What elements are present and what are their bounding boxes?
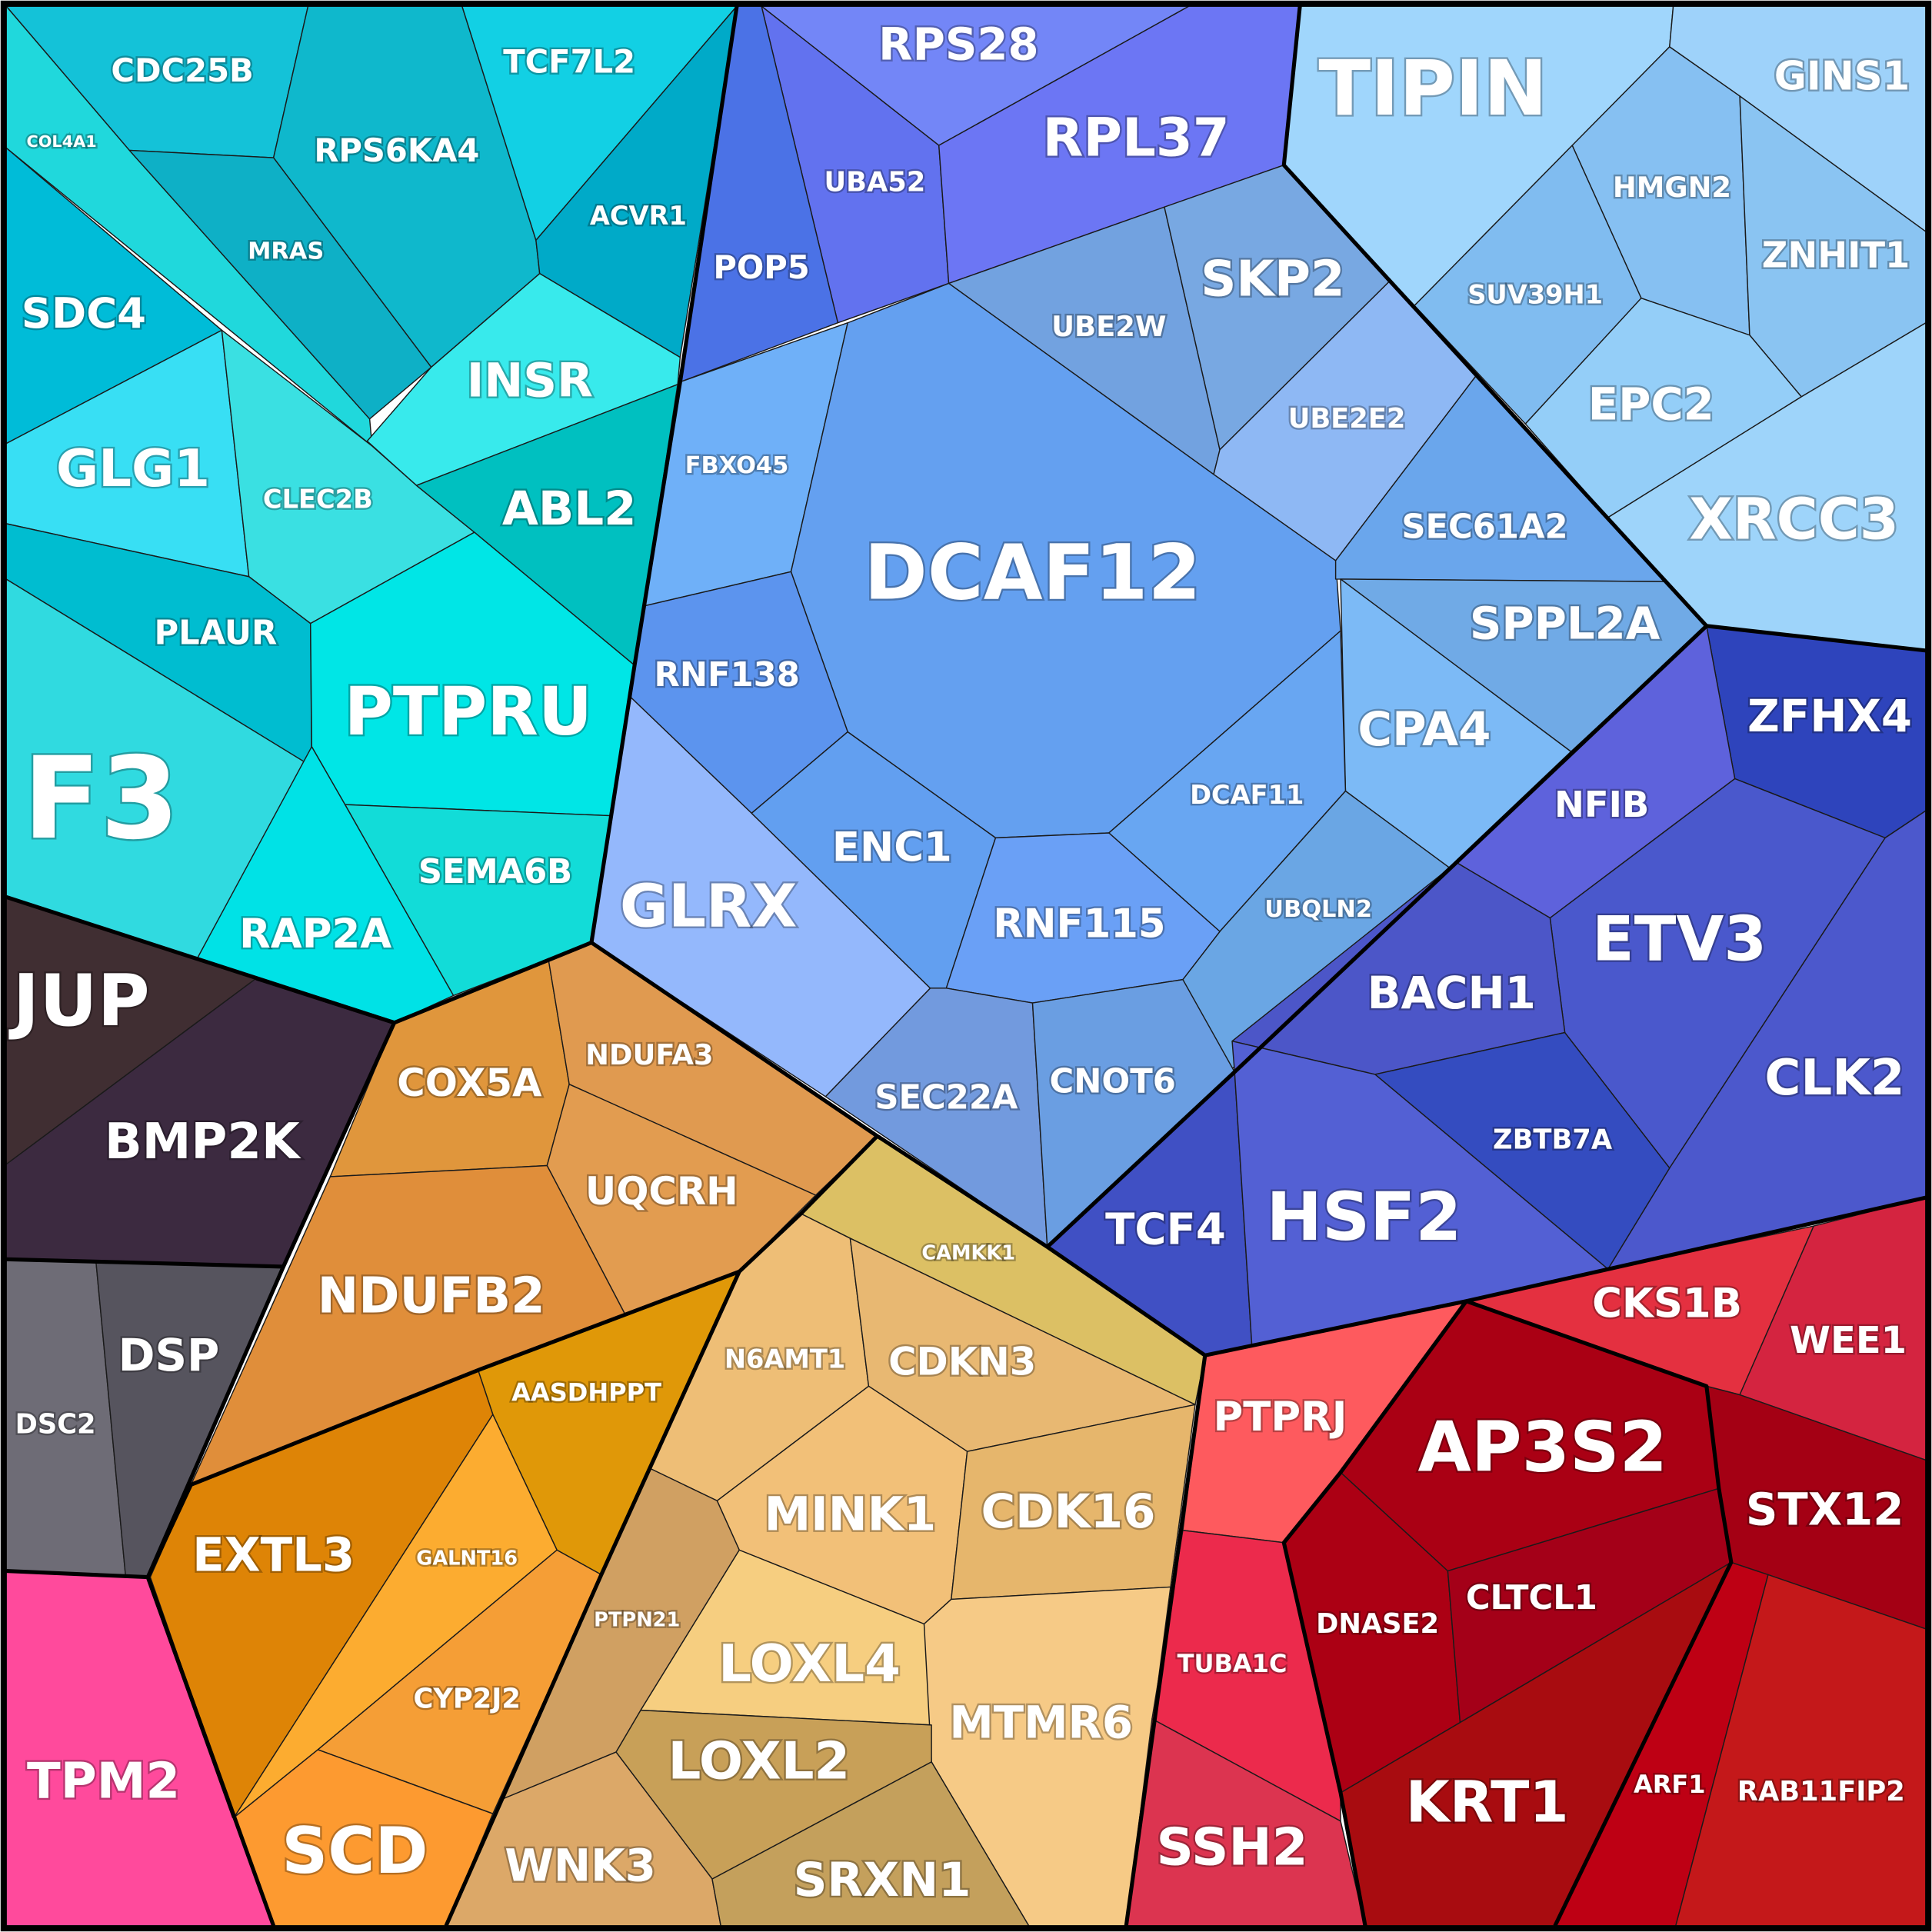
cell-label-tcf4: TCF4 xyxy=(1105,1204,1226,1254)
cell-label-cks1b: CKS1B xyxy=(1592,1280,1742,1327)
cell-label-ube2e2: UBE2E2 xyxy=(1288,403,1406,435)
cell-label-dsc2: DSC2 xyxy=(15,1408,96,1440)
cell-label-sppl2a: SPPL2A xyxy=(1470,598,1661,650)
cell-label-col4a1: COL4A1 xyxy=(26,132,96,151)
cell-label-ssh2: SSH2 xyxy=(1157,1817,1308,1877)
cell-label-srxn1: SRXN1 xyxy=(794,1853,971,1907)
cell-label-xrcc3: XRCC3 xyxy=(1689,488,1899,553)
cell-label-f3: F3 xyxy=(23,732,179,864)
cell-label-extl3: EXTL3 xyxy=(192,1527,355,1582)
cell-label-cdk16: CDK16 xyxy=(981,1484,1155,1539)
cell-label-loxl2: LOXL2 xyxy=(668,1730,850,1790)
cell-label-aasdhppt: AASDHPPT xyxy=(511,1377,661,1407)
cell-label-glg1: GLG1 xyxy=(56,438,210,498)
group-border xyxy=(1465,1299,1734,1927)
cell-label-clec2b: CLEC2B xyxy=(263,484,373,514)
cell-label-cyp2j2: CYP2J2 xyxy=(414,1684,521,1715)
cell-label-cnot6: CNOT6 xyxy=(1049,1063,1175,1101)
cell-label-ubqln2: UBQLN2 xyxy=(1264,896,1372,923)
cell-label-jup: JUP xyxy=(8,959,150,1042)
cell-label-enc1: ENC1 xyxy=(832,824,952,871)
group-border xyxy=(145,1269,741,1927)
cell-label-wnk3: WNK3 xyxy=(505,1839,656,1891)
cell-label-rab11fip2: RAB11FIP2 xyxy=(1737,1776,1905,1807)
cell-label-rpl37: RPL37 xyxy=(1042,107,1229,168)
cell-label-epc2: EPC2 xyxy=(1588,378,1714,430)
cell-label-arf1: ARF1 xyxy=(1634,1770,1706,1799)
cell-label-ptpru: PTPRU xyxy=(344,674,592,751)
cell-label-n6amt1: N6AMT1 xyxy=(724,1344,845,1374)
cell-label-mink1: MINK1 xyxy=(764,1487,937,1541)
cell-label-abl2: ABL2 xyxy=(502,481,637,536)
cell-label-etv3: ETV3 xyxy=(1592,903,1767,974)
cell-label-rap2a: RAP2A xyxy=(239,911,391,958)
cell-label-ap3s2: AP3S2 xyxy=(1417,1407,1667,1487)
cell-label-cox5a: COX5A xyxy=(397,1061,542,1105)
cell-label-ptpn21: PTPN21 xyxy=(594,1609,680,1632)
cell-label-tuba1c: TUBA1C xyxy=(1178,1649,1287,1678)
cell-label-acvr1: ACVR1 xyxy=(590,201,687,231)
cell-label-cpa4: CPA4 xyxy=(1357,702,1491,757)
cell-label-dsp: DSP xyxy=(118,1329,220,1381)
cell-label-cdc25b: CDC25B xyxy=(111,52,253,89)
cell-label-galnt16: GALNT16 xyxy=(416,1547,518,1571)
cell-label-uba52: UBA52 xyxy=(824,167,926,198)
cell-label-dcaf12: DCAF12 xyxy=(864,528,1201,617)
group-border xyxy=(5,1257,284,1269)
cell-label-pop5: POP5 xyxy=(713,248,809,286)
cell-label-zfhx4: ZFHX4 xyxy=(1747,690,1912,742)
cell-label-skp2: SKP2 xyxy=(1201,251,1344,308)
cell-label-hsf2: HSF2 xyxy=(1266,1179,1461,1256)
cell-label-tcf7l2: TCF7L2 xyxy=(503,43,635,81)
group-border xyxy=(1281,1300,1468,1927)
cell-label-ptprj: PTPRJ xyxy=(1214,1394,1347,1441)
cell-label-rps28: RPS28 xyxy=(878,18,1038,71)
cell-label-wee1: WEE1 xyxy=(1790,1319,1907,1362)
cell-label-dcaf11: DCAF11 xyxy=(1190,780,1304,810)
cell-label-mtmr6: MTMR6 xyxy=(949,1697,1133,1749)
cell-label-sema6b: SEMA6B xyxy=(418,853,572,891)
cell-label-rnf115: RNF115 xyxy=(993,901,1165,948)
cell-label-cdkn3: CDKN3 xyxy=(888,1339,1036,1384)
cell-label-fbxo45: FBXO45 xyxy=(685,452,789,479)
cell-label-nfib: NFIB xyxy=(1554,784,1649,825)
cell-label-znhit1: ZNHIT1 xyxy=(1762,235,1910,276)
cell-label-tpm2: TPM2 xyxy=(27,1754,180,1810)
cell-label-zbtb7a: ZBTB7A xyxy=(1493,1124,1613,1155)
cell-label-bach1: BACH1 xyxy=(1367,967,1536,1019)
group-border xyxy=(1281,5,1708,628)
cell-label-loxl4: LOXL4 xyxy=(718,1634,901,1694)
cell-label-clk2: CLK2 xyxy=(1764,1050,1904,1107)
cell-label-glrx: GLRX xyxy=(620,873,798,941)
cell-label-stx12: STX12 xyxy=(1746,1484,1904,1536)
cell-label-mras: MRAS xyxy=(248,238,324,265)
cell-label-sec22a: SEC22A xyxy=(874,1078,1018,1117)
cell-label-plaur: PLAUR xyxy=(154,614,277,652)
cell-label-ube2w: UBE2W xyxy=(1051,310,1166,343)
cell-label-scd: SCD xyxy=(281,1814,428,1888)
cell-label-uqcrh: UQCRH xyxy=(585,1169,738,1214)
cell-label-rps6ka4: RPS6KA4 xyxy=(314,132,479,169)
cell-label-tipin: TIPIN xyxy=(1318,45,1547,133)
cell-label-rnf138: RNF138 xyxy=(655,656,800,695)
group-border xyxy=(1045,624,1927,1249)
cell-label-insr: INSR xyxy=(467,354,593,408)
cell-label-krt1: KRT1 xyxy=(1406,1770,1569,1835)
cell-label-ndufb2: NDUFB2 xyxy=(318,1267,545,1324)
cell-label-ndufa3: NDUFA3 xyxy=(585,1038,713,1071)
cell-label-bmp2k: BMP2K xyxy=(105,1114,301,1171)
cell-label-gins1: GINS1 xyxy=(1774,53,1910,99)
cell-label-suv39h1: SUV39H1 xyxy=(1467,279,1603,309)
cell-label-dnase2: DNASE2 xyxy=(1316,1608,1439,1640)
group-border xyxy=(738,1134,879,1274)
cell-label-sec61a2: SEC61A2 xyxy=(1401,508,1567,547)
cell-label-camkk1: CAMKK1 xyxy=(921,1241,1015,1264)
cell-label-sdc4: SDC4 xyxy=(22,288,146,338)
cell-label-cltcl1: CLTCL1 xyxy=(1466,1579,1597,1617)
cell-label-hmgn2: HMGN2 xyxy=(1613,171,1731,204)
